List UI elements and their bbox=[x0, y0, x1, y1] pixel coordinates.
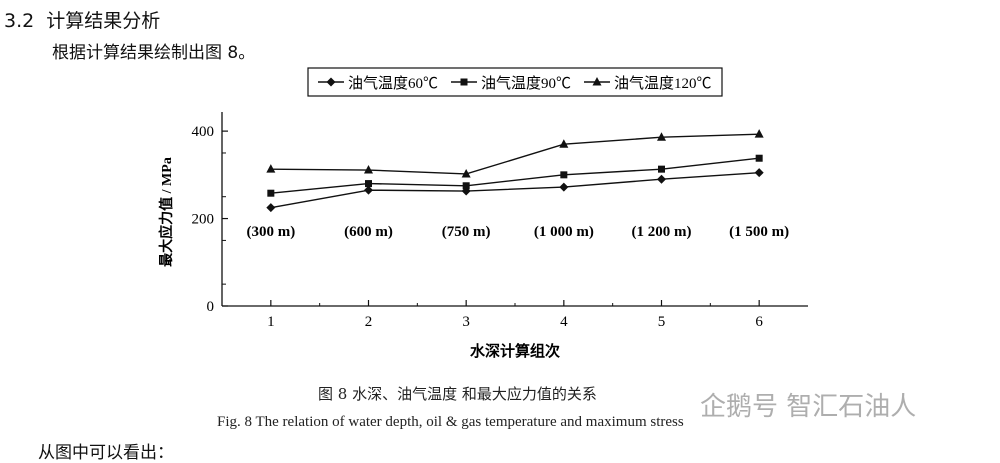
legend-marker bbox=[326, 77, 336, 87]
depth-annotation: (750 m) bbox=[442, 224, 491, 240]
data-point bbox=[658, 165, 665, 173]
section-title: 计算结果分析 bbox=[46, 10, 161, 32]
x-tick-label: 3 bbox=[462, 314, 470, 330]
data-point bbox=[364, 165, 373, 174]
figure-caption-cn: 图 8 水深、油气温度 和最大应力值的关系 bbox=[318, 385, 597, 403]
data-point bbox=[755, 154, 763, 162]
figure-caption-en: Fig. 8 The relation of water depth, oil … bbox=[217, 414, 684, 430]
section-number: 3.2 bbox=[4, 10, 35, 32]
x-tick-label: 4 bbox=[560, 314, 568, 330]
legend-label: 油气温度60℃ bbox=[348, 75, 438, 92]
legend-label: 油气温度90℃ bbox=[481, 75, 571, 92]
section-heading: 3.2 计算结果分析 bbox=[4, 6, 160, 33]
chart-annotations: (300 m) (600 m) (750 m) (1 000 m) (1 200 m) (… bbox=[246, 224, 789, 240]
depth-annotation: (1 000 m) bbox=[534, 224, 594, 240]
depth-annotation: (1 500 m) bbox=[729, 224, 789, 240]
y-tick-label: 400 bbox=[192, 124, 215, 140]
x-tick-label: 2 bbox=[365, 314, 373, 330]
y-tick-label: 0 bbox=[207, 299, 215, 315]
series-line bbox=[270, 157, 760, 194]
data-point bbox=[267, 189, 275, 197]
next-paragraph: 从图中可以看出： bbox=[38, 443, 174, 463]
body-paragraph: 根据计算结果绘制出图 8。 bbox=[52, 43, 256, 63]
x-axis-label: 水深计算组次 bbox=[470, 342, 560, 360]
data-point bbox=[657, 174, 666, 184]
data-point bbox=[266, 164, 276, 173]
data-point bbox=[657, 132, 666, 141]
data-point bbox=[364, 185, 373, 195]
data-point bbox=[266, 203, 276, 213]
data-point bbox=[559, 182, 569, 192]
data-point bbox=[560, 171, 568, 179]
y-tick-label: 200 bbox=[192, 212, 215, 228]
data-point bbox=[365, 180, 372, 188]
data-point bbox=[754, 129, 764, 138]
chart-series bbox=[266, 129, 764, 213]
x-tick-label: 5 bbox=[658, 314, 666, 330]
legend-marker bbox=[592, 77, 602, 86]
depth-annotation: (600 m) bbox=[344, 224, 393, 240]
y-axis-label: 最大应力值 / MPa bbox=[158, 157, 175, 267]
line-chart: 油气温度60℃ 油气温度90℃ 油气温度120℃ 0 200 400 1 2 3 4 5 6 水深计算… bbox=[158, 67, 808, 360]
legend-box bbox=[307, 67, 723, 97]
legend-marker bbox=[460, 78, 468, 86]
data-point bbox=[559, 139, 569, 148]
chart-legend: 油气温度60℃ 油气温度90℃ 油气温度120℃ bbox=[307, 67, 723, 97]
legend-label: 油气温度120℃ bbox=[614, 75, 712, 92]
x-tick-label: 1 bbox=[267, 314, 275, 330]
chart-axes: 0 200 400 1 2 3 4 5 6 水深计算组次 最大应力值 / MPa bbox=[158, 112, 808, 360]
data-point bbox=[462, 182, 470, 190]
data-point bbox=[461, 168, 471, 178]
watermark: 企鹅号 智汇石油人 bbox=[700, 392, 917, 422]
series-line bbox=[270, 171, 760, 209]
x-tick-label: 6 bbox=[755, 314, 763, 330]
series-line bbox=[270, 133, 760, 175]
depth-annotation: (1 200 m) bbox=[632, 224, 692, 240]
depth-annotation: (300 m) bbox=[246, 224, 295, 240]
data-point bbox=[754, 168, 764, 178]
